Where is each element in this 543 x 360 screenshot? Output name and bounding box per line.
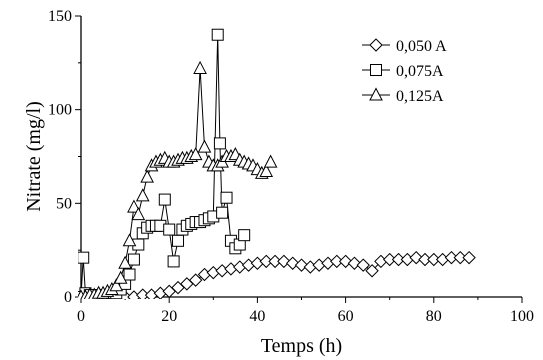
x-axis-title: Temps (h): [261, 335, 342, 357]
data-point-triangle: [197, 139, 212, 153]
data-point-triangle: [263, 154, 278, 168]
data-point-triangle: [131, 206, 146, 221]
data-point-diamond: [330, 254, 344, 269]
data-point-triangle: [127, 199, 141, 213]
data-point-diamond: [427, 252, 441, 267]
data-point-square: [211, 28, 224, 41]
data-point-diamond: [444, 250, 459, 265]
x-tick-label: 40: [249, 308, 265, 325]
data-point-diamond: [338, 254, 353, 269]
data-point-square: [123, 268, 136, 281]
data-point-square: [158, 193, 171, 206]
data-point-diamond: [285, 256, 300, 270]
data-point-diamond: [391, 252, 406, 267]
data-point-triangle: [140, 169, 154, 183]
data-point-square: [78, 251, 90, 264]
data-point-diamond: [382, 252, 397, 267]
legend-marker-diamond: [369, 38, 383, 52]
x-tick-label: 60: [338, 308, 354, 325]
data-point-square: [163, 223, 176, 236]
legend-label: 0,075A: [396, 63, 444, 80]
legend-marker-triangle: [369, 87, 383, 101]
data-point-square: [167, 255, 180, 268]
y-axis-title: Nitrate (mg/l): [23, 101, 45, 212]
data-point-diamond: [347, 256, 362, 270]
x-tick-label: 80: [426, 308, 442, 325]
plot-area: [78, 28, 476, 299]
data-point-triangle: [113, 270, 128, 284]
data-point-triangle: [135, 188, 150, 202]
legend-label: 0,050 A: [396, 38, 447, 55]
data-point-triangle: [122, 233, 137, 247]
data-point-triangle: [193, 60, 207, 74]
y-tick-label: 0: [64, 289, 72, 306]
data-point-diamond: [136, 288, 150, 299]
x-tick-label: 20: [161, 308, 177, 325]
y-tick-label: 50: [56, 195, 72, 212]
data-point-diamond: [277, 254, 291, 269]
data-point-triangle: [259, 163, 274, 177]
legend-item-square: 0,075A: [362, 63, 444, 80]
data-point-diamond: [268, 254, 282, 269]
x-tick-label: 0: [77, 308, 85, 325]
legend-item-diamond: 0,050 A: [362, 38, 447, 55]
data-point-square: [213, 137, 226, 150]
data-point-square: [238, 229, 251, 242]
x-tick-label: 100: [510, 308, 534, 325]
y-tick-label: 150: [48, 8, 72, 25]
data-point-diamond: [356, 258, 370, 272]
data-point-square: [172, 234, 185, 247]
data-point-diamond: [453, 250, 467, 265]
series-triangle: [78, 60, 278, 299]
data-point-diamond: [188, 273, 203, 287]
legend-item-triangle: 0,125A: [362, 87, 444, 105]
data-point-triangle: [188, 147, 203, 161]
data-point-diamond: [418, 252, 432, 267]
data-point-square: [127, 253, 140, 266]
data-point-square: [220, 191, 233, 204]
data-point-diamond: [462, 250, 476, 265]
data-point-diamond: [409, 250, 423, 265]
data-point-diamond: [259, 254, 273, 269]
data-point-triangle: [118, 255, 132, 269]
data-point-diamond: [294, 258, 309, 272]
data-point-diamond: [365, 264, 379, 278]
legend-marker-square: [370, 64, 382, 76]
data-point-square: [216, 206, 229, 219]
legend-label: 0,125A: [396, 88, 444, 105]
y-tick-label: 100: [48, 102, 72, 119]
data-point-triangle: [109, 278, 124, 292]
legend: 0,050 A 0,075A 0,125A: [362, 38, 447, 105]
